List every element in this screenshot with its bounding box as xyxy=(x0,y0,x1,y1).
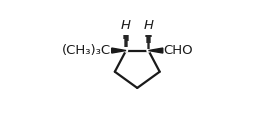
Circle shape xyxy=(147,49,150,52)
Polygon shape xyxy=(112,48,126,53)
Text: H: H xyxy=(121,19,131,32)
Text: (CH₃)₃C: (CH₃)₃C xyxy=(62,44,111,57)
Text: CHO: CHO xyxy=(163,44,193,57)
Circle shape xyxy=(125,49,127,52)
Text: H: H xyxy=(143,19,153,32)
Polygon shape xyxy=(148,48,163,53)
